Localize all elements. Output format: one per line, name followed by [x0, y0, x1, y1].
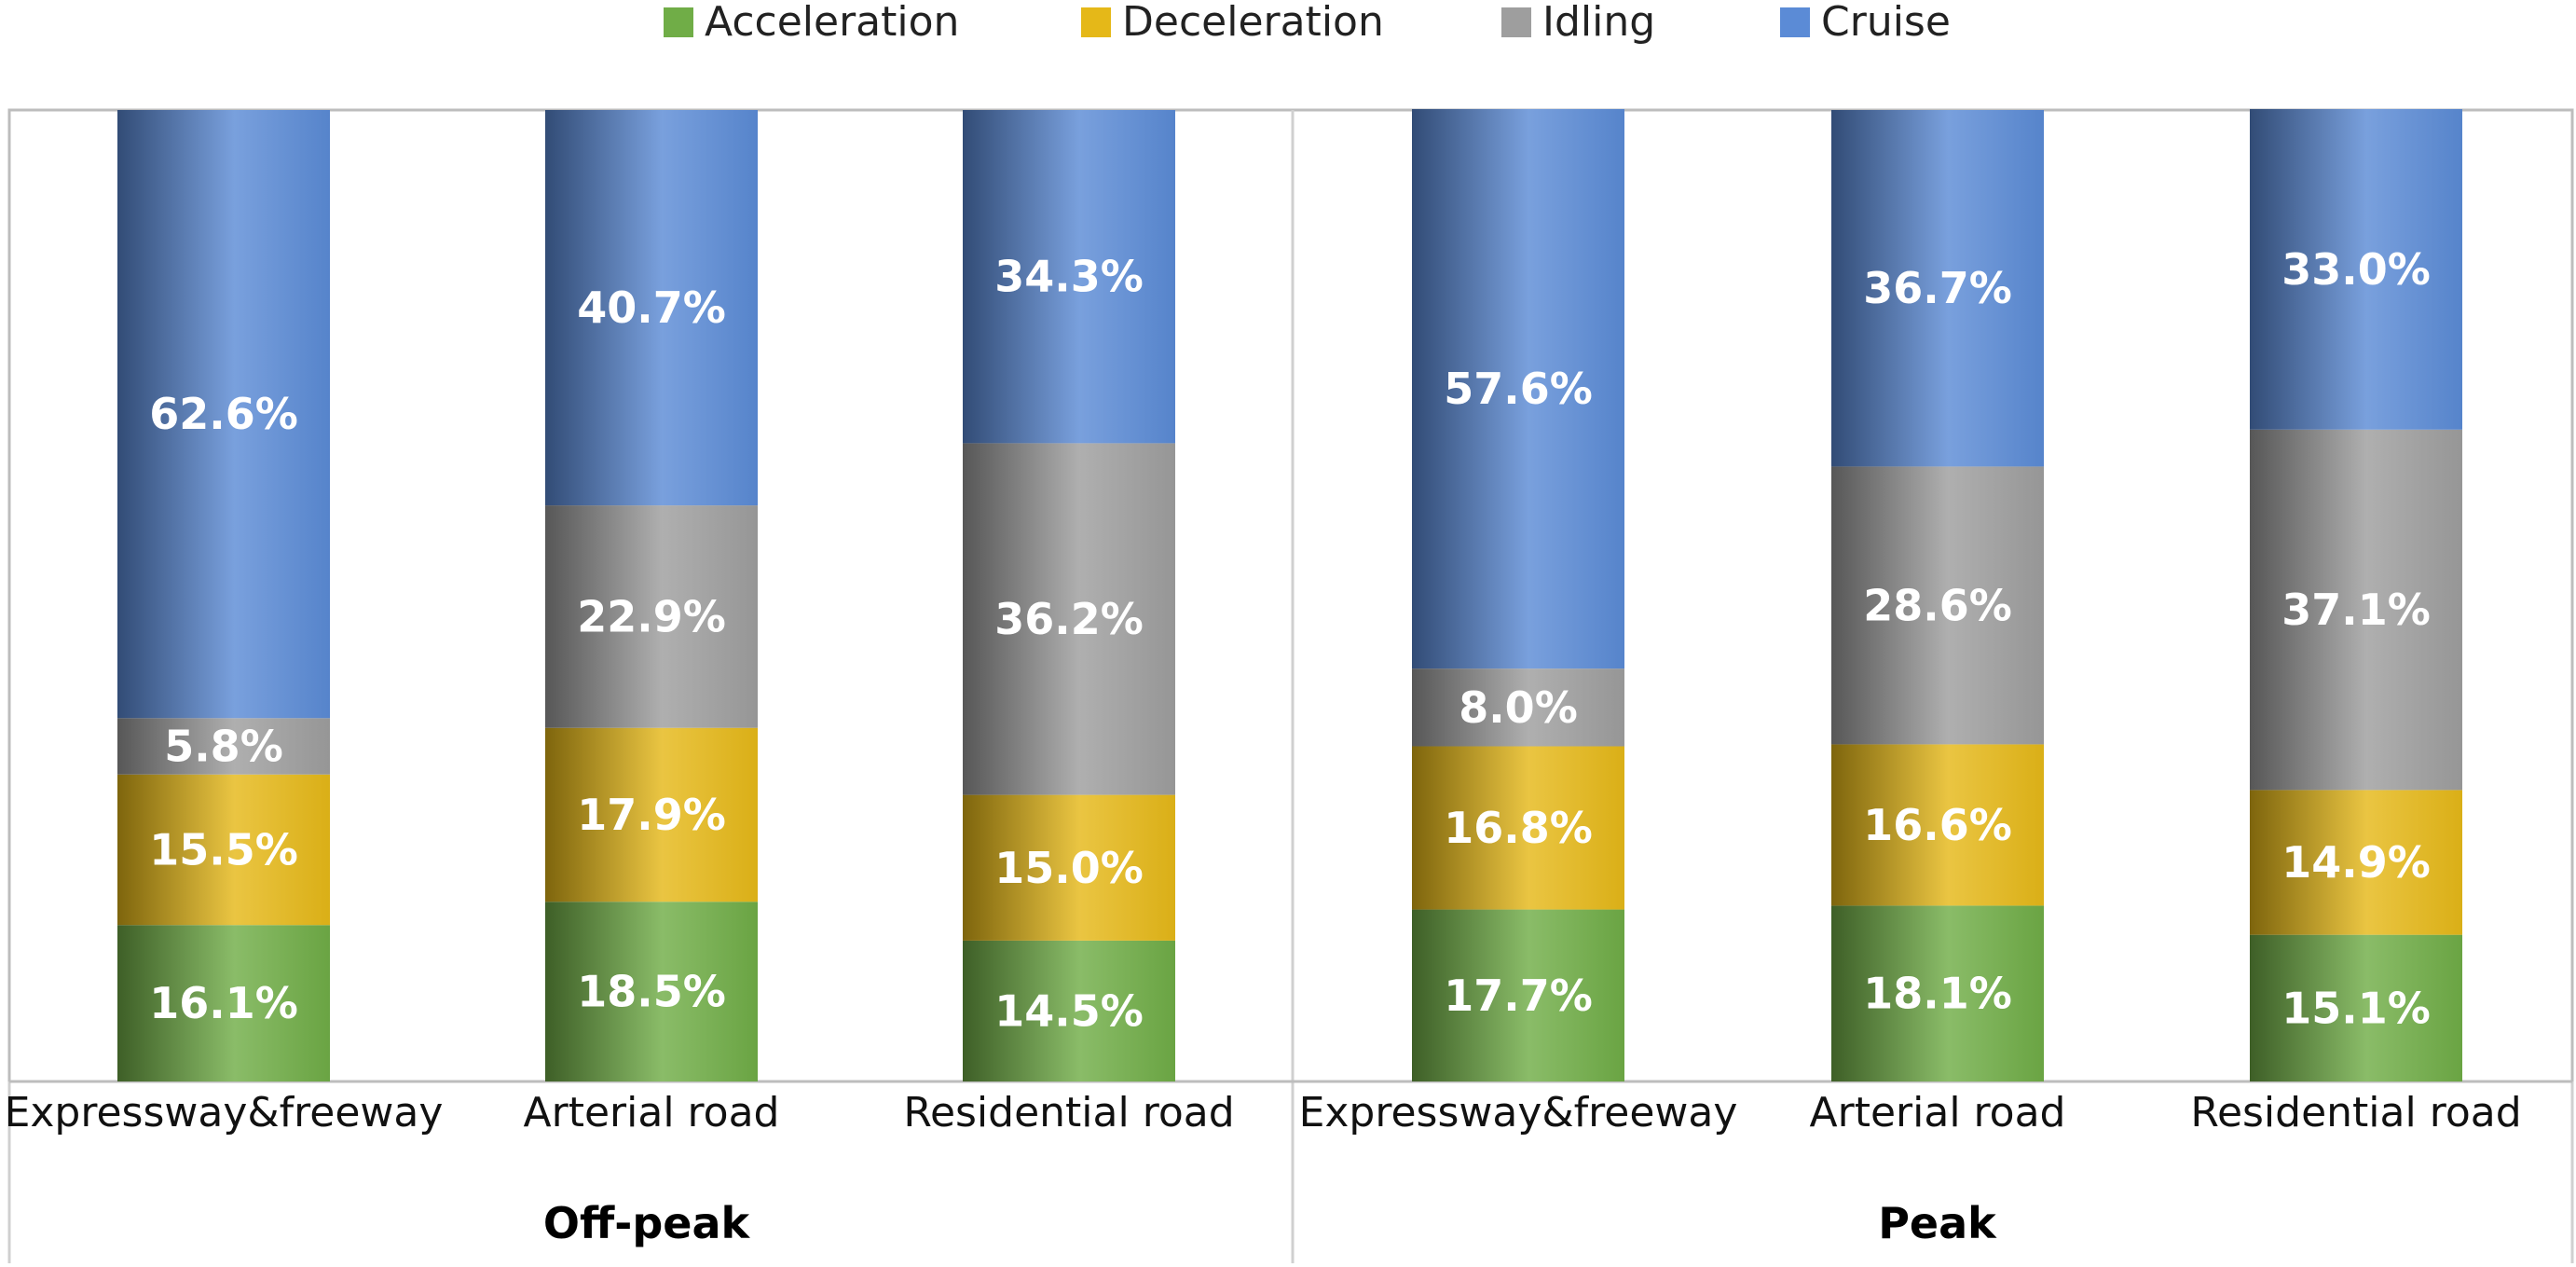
bars	[117, 108, 2462, 1081]
data-label-deceleration-4: 16.8%	[1444, 803, 1593, 853]
legend-label-idling: Idling	[1542, 0, 1655, 46]
category-label-6: Residential road	[2190, 1089, 2521, 1136]
bar-deceleration-2	[545, 727, 758, 902]
legend-swatch-cruise	[1780, 7, 1810, 37]
data-label-idling-1: 5.8%	[164, 722, 283, 772]
data-label-acceleration-2: 18.5%	[577, 967, 726, 1017]
data-label-deceleration-2: 17.9%	[577, 790, 726, 840]
data-label-idling-4: 8.0%	[1459, 682, 1578, 733]
data-label-deceleration-3: 15.0%	[994, 843, 1144, 893]
bar-labels: 16.1% 15.5% 5.8% 62.6% 18.5% 17.9% 22.9% 40.7% 1…	[149, 244, 2431, 1037]
group-label-peak: Peak	[1878, 1198, 1997, 1248]
plot-area-border	[7, 108, 2574, 1083]
data-label-deceleration-6: 14.9%	[2281, 837, 2431, 888]
data-label-acceleration-6: 15.1%	[2281, 983, 2431, 1033]
bar-acceleration-5	[1831, 905, 2044, 1081]
data-label-idling-2: 22.9%	[577, 591, 726, 641]
data-label-cruise-2: 40.7%	[577, 282, 726, 333]
group-label-off-peak: Off-peak	[543, 1198, 751, 1248]
category-label-3: Residential road	[903, 1089, 1234, 1136]
data-label-cruise-1: 62.6%	[149, 389, 298, 439]
bar-idling-5	[1831, 466, 2044, 745]
category-label-4: Expressway&freeway	[1299, 1089, 1738, 1136]
legend-swatch-deceleration	[1081, 7, 1111, 37]
bar-cruise-3	[963, 110, 1175, 444]
bar-deceleration-4	[1412, 746, 1624, 910]
category-axis: Expressway&freeway Arterial road Residenti…	[5, 1089, 2522, 1248]
bar-cruise-1	[117, 110, 330, 719]
bar-cruise-5	[1831, 110, 2044, 467]
data-label-cruise-4: 57.6%	[1444, 364, 1593, 414]
bar-idling-6	[2250, 429, 2462, 791]
bar-cruise-4	[1412, 108, 1624, 669]
data-label-idling-3: 36.2%	[994, 594, 1144, 644]
legend-swatch-acceleration	[664, 7, 693, 37]
data-label-acceleration-5: 18.1%	[1863, 969, 2012, 1019]
bar-acceleration-3	[963, 940, 1175, 1081]
bar-idling-4	[1412, 668, 1624, 747]
bar-deceleration-5	[1831, 744, 2044, 906]
category-label-1: Expressway&freeway	[5, 1089, 444, 1136]
bar-acceleration-6	[2250, 934, 2462, 1081]
legend-label-acceleration: Acceleration	[705, 0, 959, 46]
bar-idling-3	[963, 443, 1175, 795]
bar-cruise-6	[2250, 108, 2462, 430]
bar-cruise-2	[545, 110, 758, 506]
data-label-cruise-3: 34.3%	[994, 252, 1144, 302]
data-label-acceleration-4: 17.7%	[1444, 971, 1593, 1021]
data-label-cruise-6: 33.0%	[2281, 244, 2431, 295]
data-label-cruise-5: 36.7%	[1863, 263, 2012, 313]
data-label-acceleration-1: 16.1%	[149, 978, 298, 1028]
data-label-acceleration-3: 14.5%	[994, 985, 1144, 1036]
bar-acceleration-1	[117, 925, 330, 1081]
data-label-idling-5: 28.6%	[1863, 580, 2012, 630]
legend-label-cruise: Cruise	[1821, 0, 1951, 46]
chart-frame	[7, 108, 2574, 1263]
data-label-idling-6: 37.1%	[2281, 585, 2431, 635]
bar-acceleration-2	[545, 902, 758, 1081]
category-label-5: Arterial road	[1810, 1089, 2066, 1136]
legend-swatch-idling	[1501, 7, 1531, 37]
bar-idling-1	[117, 718, 330, 775]
bar-deceleration-6	[2250, 790, 2462, 935]
legend: Acceleration Deceleration Idling Cruise	[664, 0, 1951, 46]
bar-idling-2	[545, 505, 758, 728]
category-label-2: Arterial road	[524, 1089, 780, 1136]
bar-acceleration-4	[1412, 909, 1624, 1081]
data-label-deceleration-1: 15.5%	[149, 824, 298, 875]
bar-deceleration-1	[117, 774, 330, 926]
legend-label-deceleration: Deceleration	[1122, 0, 1384, 46]
bar-deceleration-3	[963, 794, 1175, 941]
data-label-deceleration-5: 16.6%	[1863, 800, 2012, 850]
